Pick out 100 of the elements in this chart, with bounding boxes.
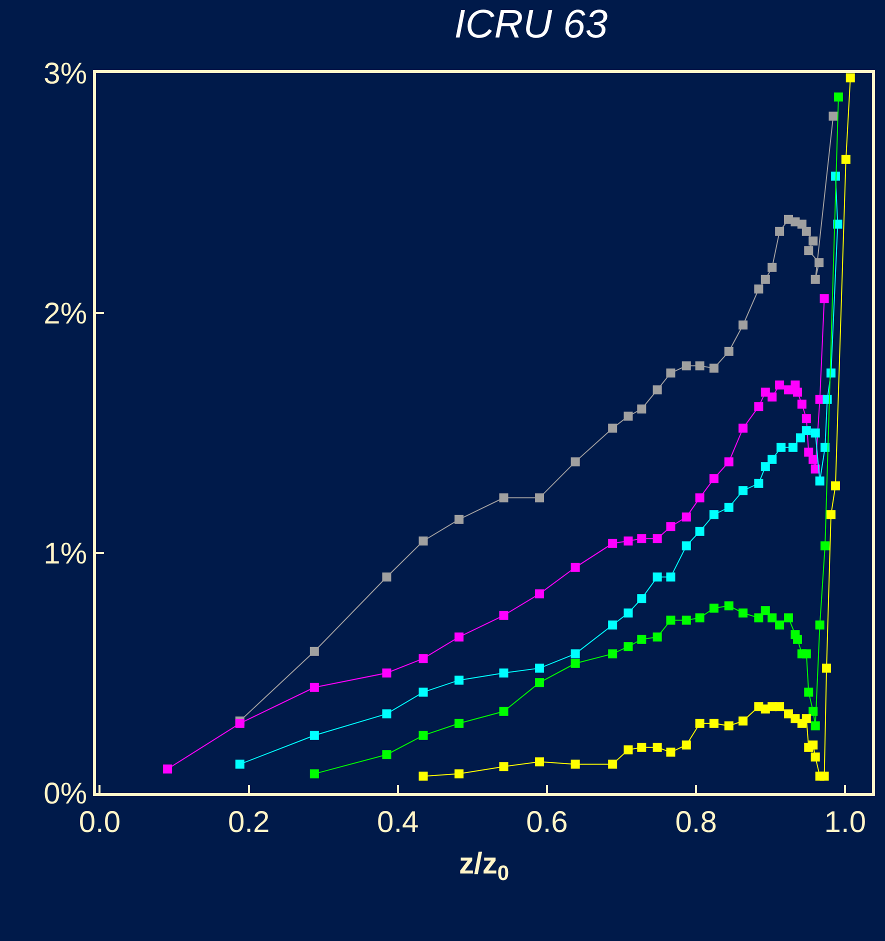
point	[754, 613, 764, 622]
point	[608, 424, 618, 433]
x-axis-title: z/z$_{0}$	[458, 848, 510, 885]
point	[666, 522, 676, 532]
point	[738, 486, 748, 496]
point	[804, 246, 814, 256]
point	[535, 493, 544, 502]
point	[382, 572, 392, 582]
point	[826, 510, 836, 520]
point	[754, 402, 764, 412]
point	[768, 262, 777, 272]
x-tick-label: 0.8	[675, 806, 717, 839]
x-tick-label: 0.6	[526, 806, 568, 839]
point	[738, 716, 748, 726]
point	[724, 502, 734, 512]
point	[499, 493, 508, 502]
point	[695, 361, 704, 370]
point	[810, 428, 820, 438]
point	[724, 457, 734, 466]
point	[695, 613, 704, 622]
point	[738, 424, 748, 433]
point	[499, 706, 508, 716]
point	[454, 632, 464, 642]
point	[754, 478, 764, 488]
point	[784, 613, 794, 622]
point	[682, 361, 691, 370]
point	[802, 226, 811, 236]
point	[754, 284, 764, 294]
point	[652, 742, 662, 752]
point	[608, 620, 618, 630]
point	[499, 762, 508, 772]
point	[418, 654, 428, 664]
point	[834, 92, 843, 102]
point	[810, 721, 820, 730]
point	[535, 664, 544, 673]
point	[815, 620, 824, 630]
point	[637, 634, 646, 644]
point	[570, 457, 580, 466]
point	[637, 742, 646, 752]
point	[810, 274, 820, 284]
x-tick-label: 1.0	[824, 806, 866, 839]
point	[724, 601, 734, 610]
point	[235, 718, 244, 728]
point	[808, 454, 818, 464]
point	[608, 649, 618, 658]
point	[695, 493, 704, 502]
point	[802, 714, 811, 724]
point	[804, 688, 814, 697]
point	[570, 760, 580, 769]
point	[418, 730, 428, 740]
point	[709, 604, 718, 613]
point	[418, 688, 428, 697]
point	[454, 769, 464, 778]
point	[797, 400, 806, 409]
point	[624, 745, 633, 754]
point	[797, 220, 806, 229]
point	[830, 481, 840, 490]
point	[682, 616, 691, 625]
point	[652, 572, 662, 582]
point	[682, 740, 691, 750]
point	[624, 536, 633, 546]
x-tick-label: 0.2	[228, 806, 270, 839]
point	[624, 642, 633, 652]
point	[535, 678, 544, 688]
point	[802, 649, 811, 658]
point	[841, 154, 850, 164]
point	[775, 620, 784, 630]
point	[637, 534, 646, 544]
point	[666, 572, 676, 582]
point	[235, 760, 244, 769]
point	[418, 536, 428, 546]
point	[738, 320, 748, 330]
point	[382, 668, 392, 678]
point	[624, 608, 633, 618]
point	[382, 709, 392, 718]
point	[760, 606, 770, 616]
point	[808, 740, 818, 750]
point	[310, 769, 319, 778]
point	[535, 757, 544, 766]
point	[666, 368, 676, 378]
point	[709, 718, 718, 728]
point	[310, 646, 319, 656]
y-tick-label: 3%	[44, 58, 87, 90]
point	[608, 538, 618, 548]
point	[570, 649, 580, 658]
point	[454, 676, 464, 685]
point	[796, 433, 805, 442]
point	[570, 562, 580, 572]
point	[666, 748, 676, 757]
point	[738, 608, 748, 618]
point	[695, 718, 704, 728]
point	[820, 772, 829, 781]
point	[682, 541, 691, 550]
point	[775, 702, 784, 712]
point	[570, 658, 580, 668]
point	[846, 73, 855, 82]
y-tick-label: 2%	[44, 298, 87, 330]
x-tick-label: 0.4	[377, 806, 419, 839]
point	[382, 750, 392, 760]
point	[814, 258, 824, 268]
